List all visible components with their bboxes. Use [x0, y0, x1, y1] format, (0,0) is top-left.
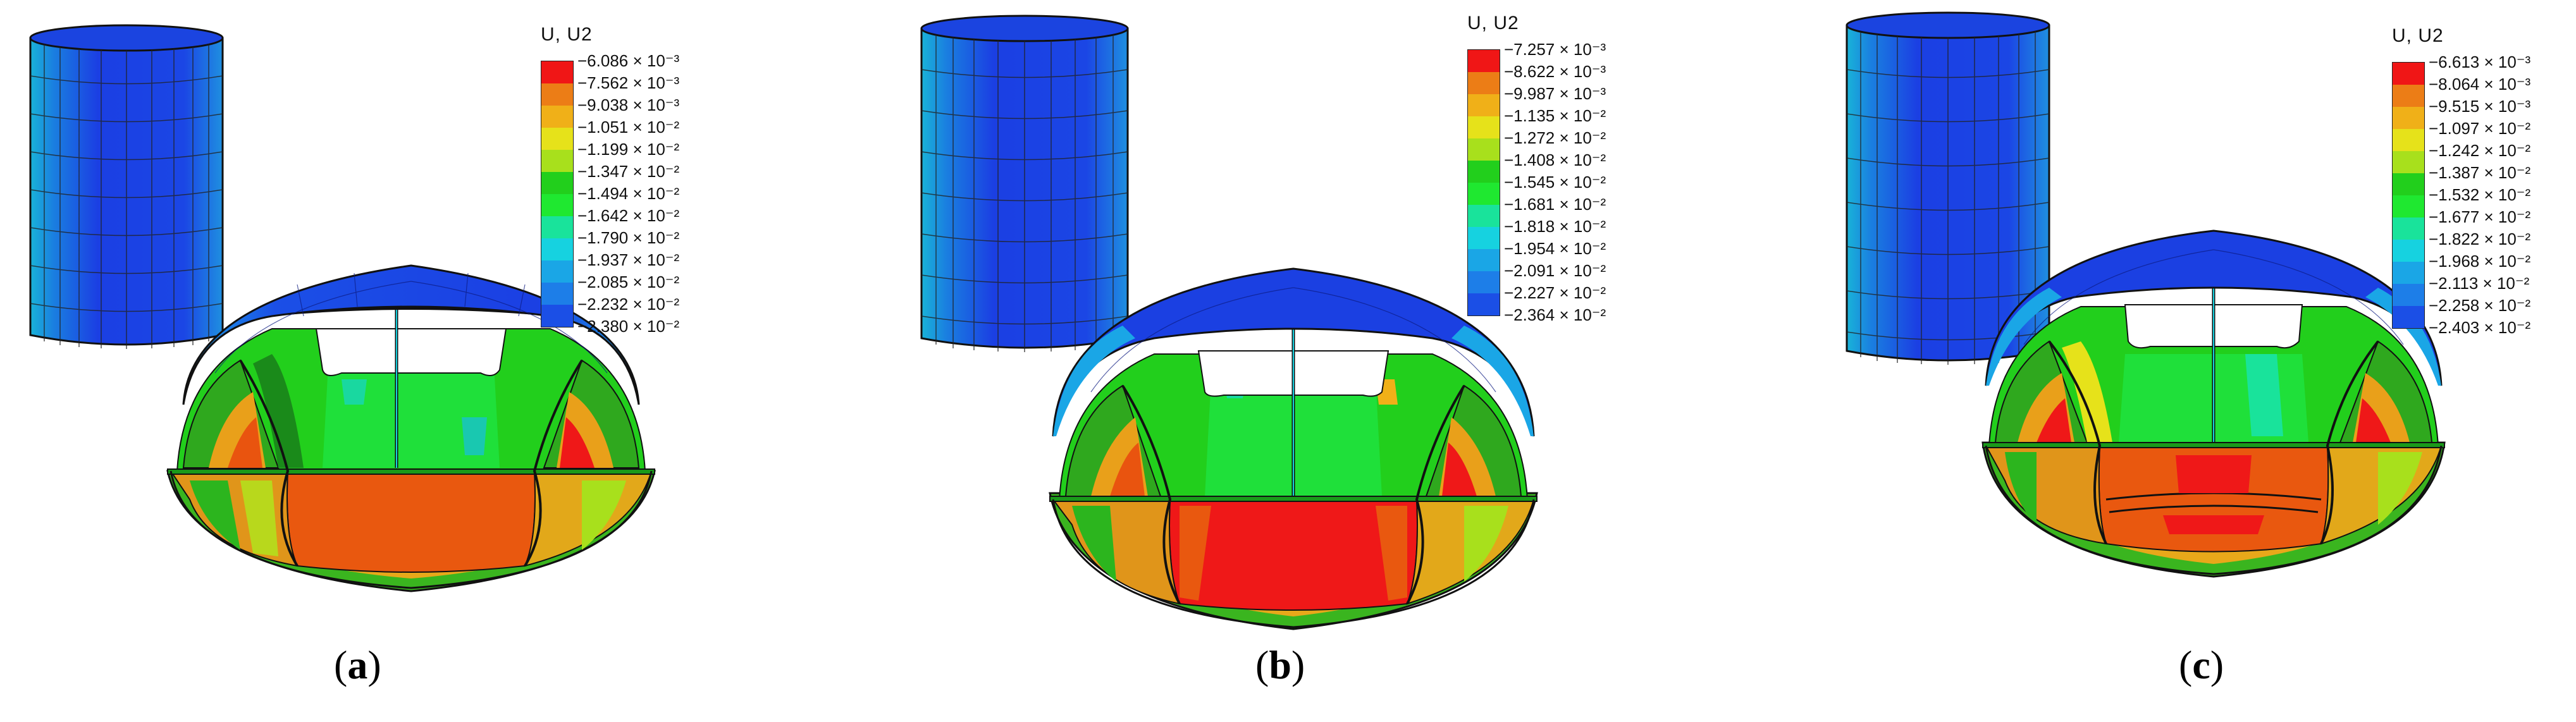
legend-tick-label: −9.038 × 10⁻³: [577, 95, 680, 114]
legend-title-b: U, U2: [1467, 13, 1519, 34]
panel-a: U, U2 −6.086 × 10⁻³ −7.562 × 10⁻³ −9.038 ×…: [0, 0, 822, 722]
legend-band: [2393, 151, 2424, 173]
legend-band: [2393, 284, 2424, 306]
legend-title-c: U, U2: [2392, 25, 2444, 46]
caption-a: (a): [334, 642, 381, 687]
legend-tick-label: −1.199 × 10⁻²: [577, 140, 680, 159]
legend-tick-label: −1.051 × 10⁻²: [577, 118, 680, 137]
legend-tick-label: −6.086 × 10⁻³: [577, 51, 680, 70]
legend-band: [541, 83, 573, 106]
legend-band: [1468, 271, 1500, 293]
legend-band: [1468, 50, 1500, 72]
legend-tick-label: −9.987 × 10⁻³: [1504, 84, 1606, 103]
pile-column: [1846, 11, 2050, 365]
caption-b: (b): [1255, 642, 1305, 687]
legend-band: [2393, 107, 2424, 129]
legend-tick-label: −7.257 × 10⁻³: [1504, 40, 1606, 59]
legend-tick-label: −8.064 × 10⁻³: [2429, 75, 2531, 94]
legend-band: [1468, 116, 1500, 138]
legend-tick-label: −1.954 × 10⁻²: [1504, 239, 1606, 258]
legend-tick-label: −1.408 × 10⁻²: [1504, 150, 1606, 169]
legend-band: [541, 128, 573, 150]
panel-b: U, U2 −7.257 × 10⁻³ −8.622 × 10⁻³ −9.987 ×…: [882, 0, 1704, 722]
legend-title-a: U, U2: [541, 24, 593, 45]
pile-column: [920, 15, 1129, 352]
tunnel-lining: [1049, 267, 1538, 630]
legend-tick-label: −1.387 × 10⁻²: [2429, 163, 2531, 182]
caption-c: (c): [2179, 642, 2224, 687]
legend-band: [1468, 94, 1500, 116]
legend-tick-label: −1.677 × 10⁻²: [2429, 207, 2531, 226]
legend-band: [1468, 293, 1500, 315]
legend-tick-label: −2.085 × 10⁻²: [577, 272, 680, 291]
legend-tick-label: −1.272 × 10⁻²: [1504, 128, 1606, 147]
legend-tick-label: −1.790 × 10⁻²: [577, 228, 680, 247]
legend-tick-label: −1.347 × 10⁻²: [577, 162, 680, 181]
fem-model-b: [920, 15, 1538, 630]
legend-band: [541, 238, 573, 260]
tunnel-lining: [166, 264, 656, 592]
legend-tick-label: −2.227 × 10⁻²: [1504, 283, 1606, 302]
legend-tick-label: −2.403 × 10⁻²: [2429, 318, 2531, 337]
legend-band: [1468, 183, 1500, 205]
legend-tick-label: −1.822 × 10⁻²: [2429, 229, 2531, 248]
legend-tick-label: −1.135 × 10⁻²: [1504, 106, 1606, 125]
legend-band: [2393, 85, 2424, 107]
legend-tick-label: −1.242 × 10⁻²: [2429, 141, 2531, 160]
legend-band: [1468, 72, 1500, 94]
legend-tick-label: −2.380 × 10⁻²: [577, 317, 680, 336]
legend-tick-label: −1.545 × 10⁻²: [1504, 173, 1606, 192]
legend-tick-label: −2.364 × 10⁻²: [1504, 305, 1606, 324]
legend-band: [1468, 161, 1500, 183]
legend-tick-label: −1.968 × 10⁻²: [2429, 252, 2531, 271]
legend-tick-label: −7.562 × 10⁻³: [577, 73, 680, 92]
legend-band: [2393, 63, 2424, 85]
legend-band: [541, 260, 573, 283]
legend-tick-label: −1.642 × 10⁻²: [577, 206, 680, 225]
legend-band: [1468, 249, 1500, 271]
legend-tick-label: −2.232 × 10⁻²: [577, 295, 680, 314]
legend-band: [1468, 227, 1500, 249]
legend-tick-label: −1.681 × 10⁻²: [1504, 195, 1606, 214]
legend-band: [541, 61, 573, 83]
legend-band: [1468, 138, 1500, 161]
legend-band: [2393, 195, 2424, 217]
legend-band: [2393, 262, 2424, 284]
legend-tick-label: −1.097 × 10⁻²: [2429, 119, 2531, 138]
legend-tick-label: −2.258 × 10⁻²: [2429, 296, 2531, 315]
legend-band: [2393, 240, 2424, 262]
legend-band: [541, 172, 573, 194]
fem-model-c: [1846, 11, 2446, 578]
legend-tick-label: −2.091 × 10⁻²: [1504, 261, 1606, 280]
legend-bands-a: [541, 61, 574, 327]
pile-column: [29, 24, 224, 349]
legend-band: [2393, 306, 2424, 328]
fem-model-a: [29, 24, 656, 592]
legend-tick-label: −8.622 × 10⁻³: [1504, 62, 1606, 81]
legend-band: [541, 106, 573, 128]
legend-tick-label: −1.818 × 10⁻²: [1504, 217, 1606, 236]
tunnel-lining: [1981, 229, 2446, 578]
legend-band: [541, 283, 573, 305]
panel-c: U, U2 −6.613 × 10⁻³ −8.064 × 10⁻³ −9.515 ×…: [1771, 0, 2576, 722]
legend-band: [541, 194, 573, 216]
legend-tick-label: −6.613 × 10⁻³: [2429, 52, 2531, 71]
legend-band: [2393, 217, 2424, 240]
legend-band: [2393, 173, 2424, 195]
legend-band: [1468, 205, 1500, 227]
legend-band: [2393, 129, 2424, 151]
legend-tick-label: −9.515 × 10⁻³: [2429, 97, 2531, 116]
legend-tick-label: −1.937 × 10⁻²: [577, 250, 680, 269]
legend-bands-c: [2392, 62, 2425, 329]
legend-band: [541, 305, 573, 327]
legend-bands-b: [1467, 49, 1500, 316]
legend-tick-label: −1.532 × 10⁻²: [2429, 185, 2531, 204]
legend-tick-label: −1.494 × 10⁻²: [577, 184, 680, 203]
legend-band: [541, 150, 573, 172]
legend-tick-label: −2.113 × 10⁻²: [2429, 274, 2530, 293]
legend-band: [541, 216, 573, 238]
